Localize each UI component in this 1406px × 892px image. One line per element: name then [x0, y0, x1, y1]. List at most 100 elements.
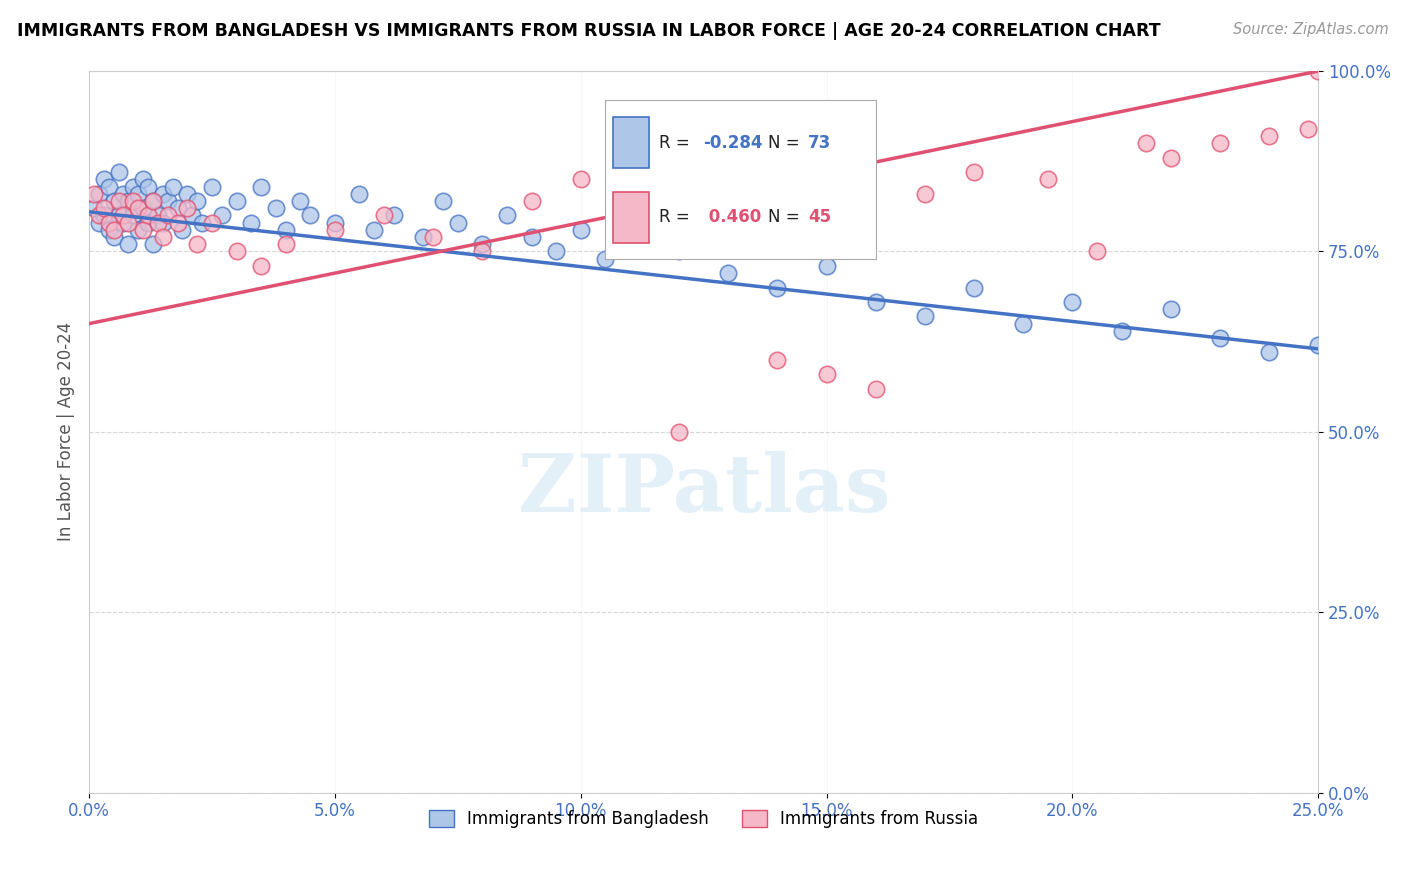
- Point: [432, 194, 454, 208]
- Point: [127, 223, 149, 237]
- Point: [595, 252, 617, 266]
- Point: [1160, 151, 1182, 165]
- Point: [176, 201, 198, 215]
- Point: [447, 216, 470, 230]
- Point: [668, 244, 690, 259]
- Point: [225, 194, 247, 208]
- Text: ZIPatlas: ZIPatlas: [517, 450, 890, 529]
- Point: [766, 280, 789, 294]
- Point: [112, 186, 135, 201]
- Point: [103, 230, 125, 244]
- Point: [382, 208, 405, 222]
- Point: [97, 223, 120, 237]
- Point: [914, 186, 936, 201]
- Point: [122, 208, 145, 222]
- Point: [93, 172, 115, 186]
- Point: [619, 230, 641, 244]
- Point: [1012, 317, 1035, 331]
- Point: [717, 266, 740, 280]
- Point: [619, 208, 641, 222]
- Point: [865, 295, 887, 310]
- Point: [107, 165, 129, 179]
- Point: [1062, 295, 1084, 310]
- Point: [136, 216, 159, 230]
- Point: [127, 201, 149, 215]
- Point: [717, 223, 740, 237]
- Point: [103, 223, 125, 237]
- Point: [136, 208, 159, 222]
- Text: Source: ZipAtlas.com: Source: ZipAtlas.com: [1233, 22, 1389, 37]
- Point: [142, 237, 165, 252]
- Point: [865, 382, 887, 396]
- Point: [766, 352, 789, 367]
- Point: [152, 186, 174, 201]
- Point: [156, 208, 179, 222]
- Point: [122, 179, 145, 194]
- Point: [152, 230, 174, 244]
- Point: [373, 208, 395, 222]
- Point: [569, 223, 592, 237]
- Point: [1111, 324, 1133, 338]
- Point: [107, 208, 129, 222]
- Point: [264, 201, 287, 215]
- Point: [201, 216, 224, 230]
- Point: [87, 208, 110, 222]
- Point: [471, 237, 494, 252]
- Point: [146, 216, 169, 230]
- Point: [1258, 345, 1281, 359]
- Point: [1036, 172, 1059, 186]
- Point: [166, 201, 188, 215]
- Point: [127, 186, 149, 201]
- Point: [520, 194, 543, 208]
- Point: [412, 230, 434, 244]
- Point: [132, 223, 155, 237]
- Point: [240, 216, 263, 230]
- Point: [520, 230, 543, 244]
- Point: [299, 208, 322, 222]
- Point: [1209, 331, 1232, 345]
- Point: [963, 280, 986, 294]
- Point: [1209, 136, 1232, 151]
- Point: [156, 194, 179, 208]
- Point: [290, 194, 312, 208]
- Point: [815, 259, 838, 273]
- Point: [546, 244, 568, 259]
- Point: [963, 165, 986, 179]
- Point: [122, 194, 145, 208]
- Point: [87, 186, 110, 201]
- Point: [142, 194, 165, 208]
- Point: [323, 223, 346, 237]
- Point: [152, 216, 174, 230]
- Point: [136, 179, 159, 194]
- Point: [815, 367, 838, 381]
- Point: [349, 186, 371, 201]
- Point: [166, 216, 188, 230]
- Point: [112, 216, 135, 230]
- Point: [146, 208, 169, 222]
- Point: [471, 244, 494, 259]
- Point: [103, 194, 125, 208]
- Point: [181, 208, 204, 222]
- Point: [569, 172, 592, 186]
- Point: [422, 230, 444, 244]
- Point: [87, 216, 110, 230]
- Point: [176, 186, 198, 201]
- Point: [162, 179, 184, 194]
- Point: [83, 201, 105, 215]
- Point: [97, 179, 120, 194]
- Point: [142, 194, 165, 208]
- Text: IMMIGRANTS FROM BANGLADESH VS IMMIGRANTS FROM RUSSIA IN LABOR FORCE | AGE 20-24 : IMMIGRANTS FROM BANGLADESH VS IMMIGRANTS…: [17, 22, 1160, 40]
- Point: [93, 208, 115, 222]
- Point: [225, 244, 247, 259]
- Point: [186, 194, 208, 208]
- Point: [1308, 64, 1330, 78]
- Point: [1085, 244, 1108, 259]
- Point: [1135, 136, 1157, 151]
- Point: [132, 201, 155, 215]
- Point: [93, 201, 115, 215]
- Point: [1160, 302, 1182, 317]
- Point: [172, 223, 194, 237]
- Point: [117, 237, 139, 252]
- Point: [83, 186, 105, 201]
- Point: [191, 216, 214, 230]
